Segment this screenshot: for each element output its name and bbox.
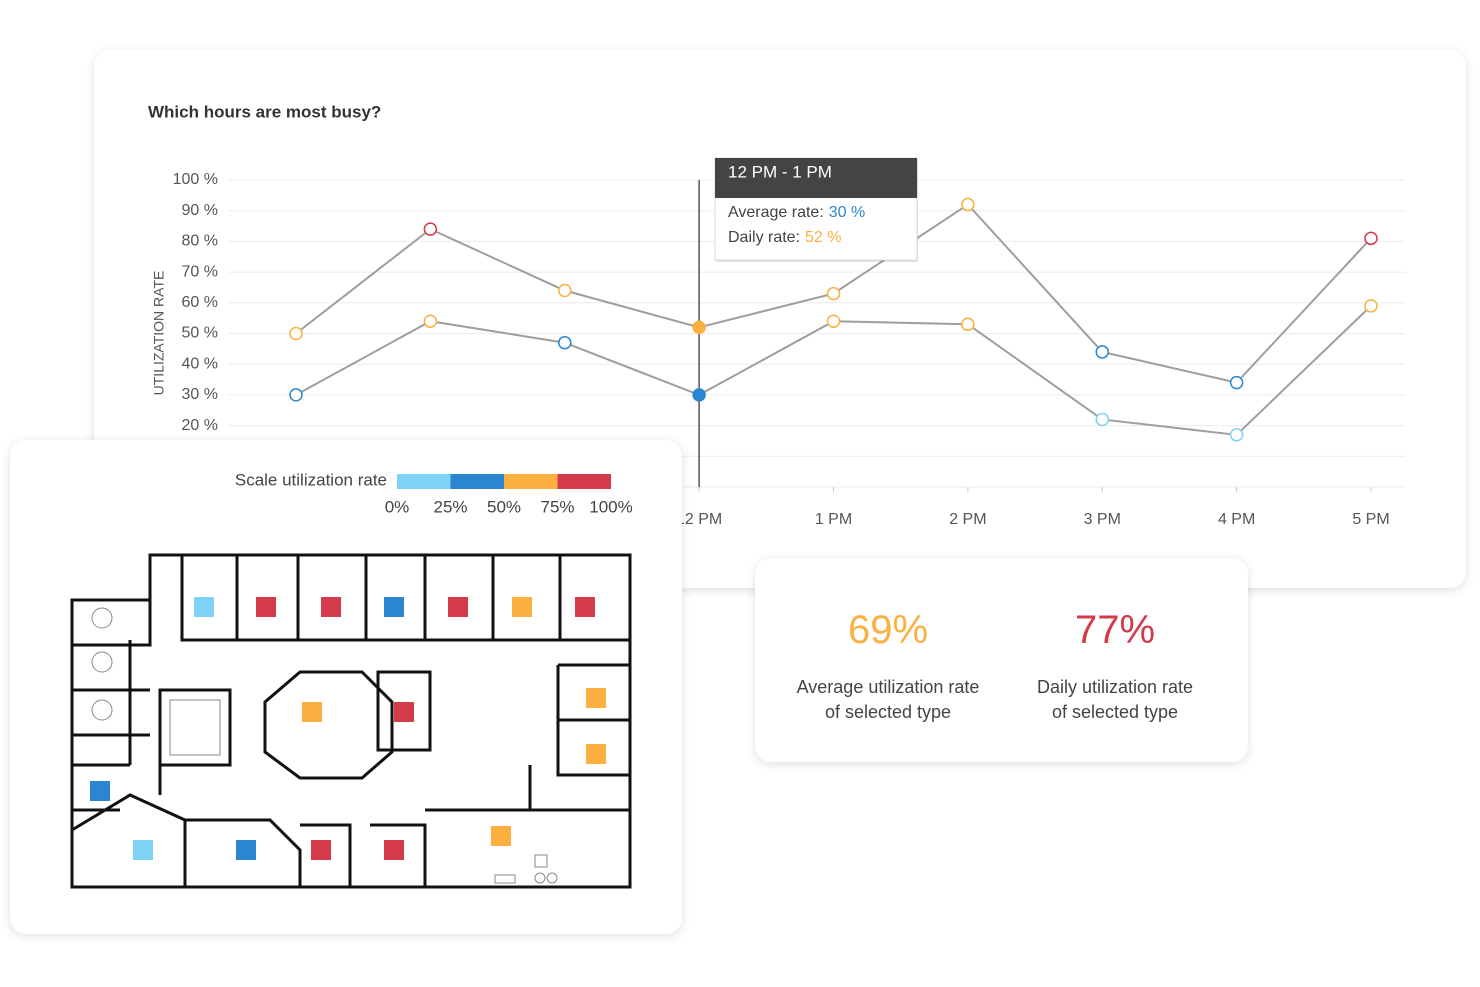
floor-card [10, 440, 682, 934]
y-tick-label: 70 % [182, 263, 218, 280]
data-point [1364, 231, 1378, 246]
tooltip-title: 12 PM - 1 PM [728, 162, 832, 181]
tooltip-value: 30 % [829, 204, 865, 221]
data-point [1229, 375, 1244, 390]
x-tick-label: 5 PM [1352, 511, 1389, 528]
data-point [1095, 412, 1109, 427]
x-tick-label: 2 PM [949, 511, 986, 528]
y-axis-label: UTILIZATION RATE [151, 271, 167, 396]
data-point [423, 222, 438, 236]
x-tick-label: 1 PM [815, 511, 852, 528]
data-point [961, 197, 975, 212]
kpi-label: Average utilization rate of selected type [768, 675, 1008, 725]
y-tick-label: 20 % [182, 417, 218, 434]
data-point [961, 317, 975, 332]
x-tick-label: 3 PM [1084, 511, 1121, 528]
kpi: 69% Average utilization rate of selected t… [768, 608, 1008, 725]
kpi-value: 77% [1074, 608, 1156, 652]
data-point [826, 286, 841, 301]
kpi-card: 69% Average utilization rate of selected t… [755, 558, 1248, 762]
y-tick-label: 50 % [182, 325, 218, 342]
tooltip-row: Average rate: 30 % [728, 204, 865, 221]
kpi: 77% Daily utilization rate of selected typ… [995, 608, 1235, 725]
data-point [1095, 345, 1109, 359]
data-point [289, 326, 303, 341]
kpi-label: Daily utilization rate of selected type [995, 675, 1235, 725]
data-point [692, 320, 706, 335]
y-tick-label: 80 % [182, 233, 218, 250]
y-tick-label: 100 % [173, 171, 218, 188]
kpi-label-line: of selected type [1051, 702, 1179, 722]
tooltip-label: Daily rate: [728, 229, 800, 246]
tooltip-header [715, 158, 917, 198]
data-point [1229, 428, 1244, 442]
data-point [826, 314, 841, 328]
tooltip-label: Average rate: [728, 204, 824, 221]
x-tick-label: 4 PM [1218, 511, 1255, 528]
y-tick-label: 90 % [182, 202, 218, 219]
x-tick-label: 12 PM [676, 511, 722, 528]
data-point [289, 388, 303, 402]
data-point [423, 314, 438, 328]
y-tick-label: 30 % [182, 386, 218, 403]
data-point [1364, 299, 1378, 313]
tooltip-row: Daily rate: 52 % [728, 229, 842, 246]
data-point [692, 388, 706, 402]
kpi-label-line: Daily utilization rate [1036, 677, 1194, 697]
y-tick-label: 40 % [182, 355, 218, 372]
kpi-label-line: Average utilization rate [796, 677, 980, 697]
kpi-label-line: of selected type [824, 702, 952, 722]
data-point [558, 283, 572, 298]
chart-title: Which hours are most busy? [148, 102, 381, 121]
y-tick-label: 60 % [182, 294, 218, 311]
tooltip-value: 52 % [805, 229, 841, 246]
kpi-value: 69% [847, 608, 929, 652]
data-point [558, 335, 572, 350]
